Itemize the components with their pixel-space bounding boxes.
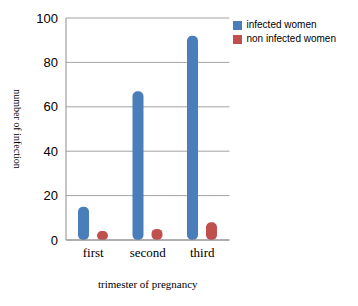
svg-text:20: 20	[44, 188, 58, 203]
svg-text:60: 60	[44, 99, 58, 114]
svg-text:0: 0	[51, 233, 58, 248]
svg-text:second: second	[130, 245, 167, 260]
svg-text:trimester of pregnancy: trimester of pregnancy	[98, 278, 198, 290]
svg-text:third: third	[190, 245, 215, 260]
svg-text:number of infection: number of infection	[12, 89, 23, 168]
svg-text:40: 40	[44, 144, 58, 159]
html-text:non infected women: non infected women	[246, 33, 336, 44]
svg-text:80: 80	[44, 55, 58, 70]
html-text:infected women: infected women	[246, 19, 317, 30]
svg-text:100: 100	[36, 11, 58, 26]
svg-text:first: first	[83, 245, 104, 260]
